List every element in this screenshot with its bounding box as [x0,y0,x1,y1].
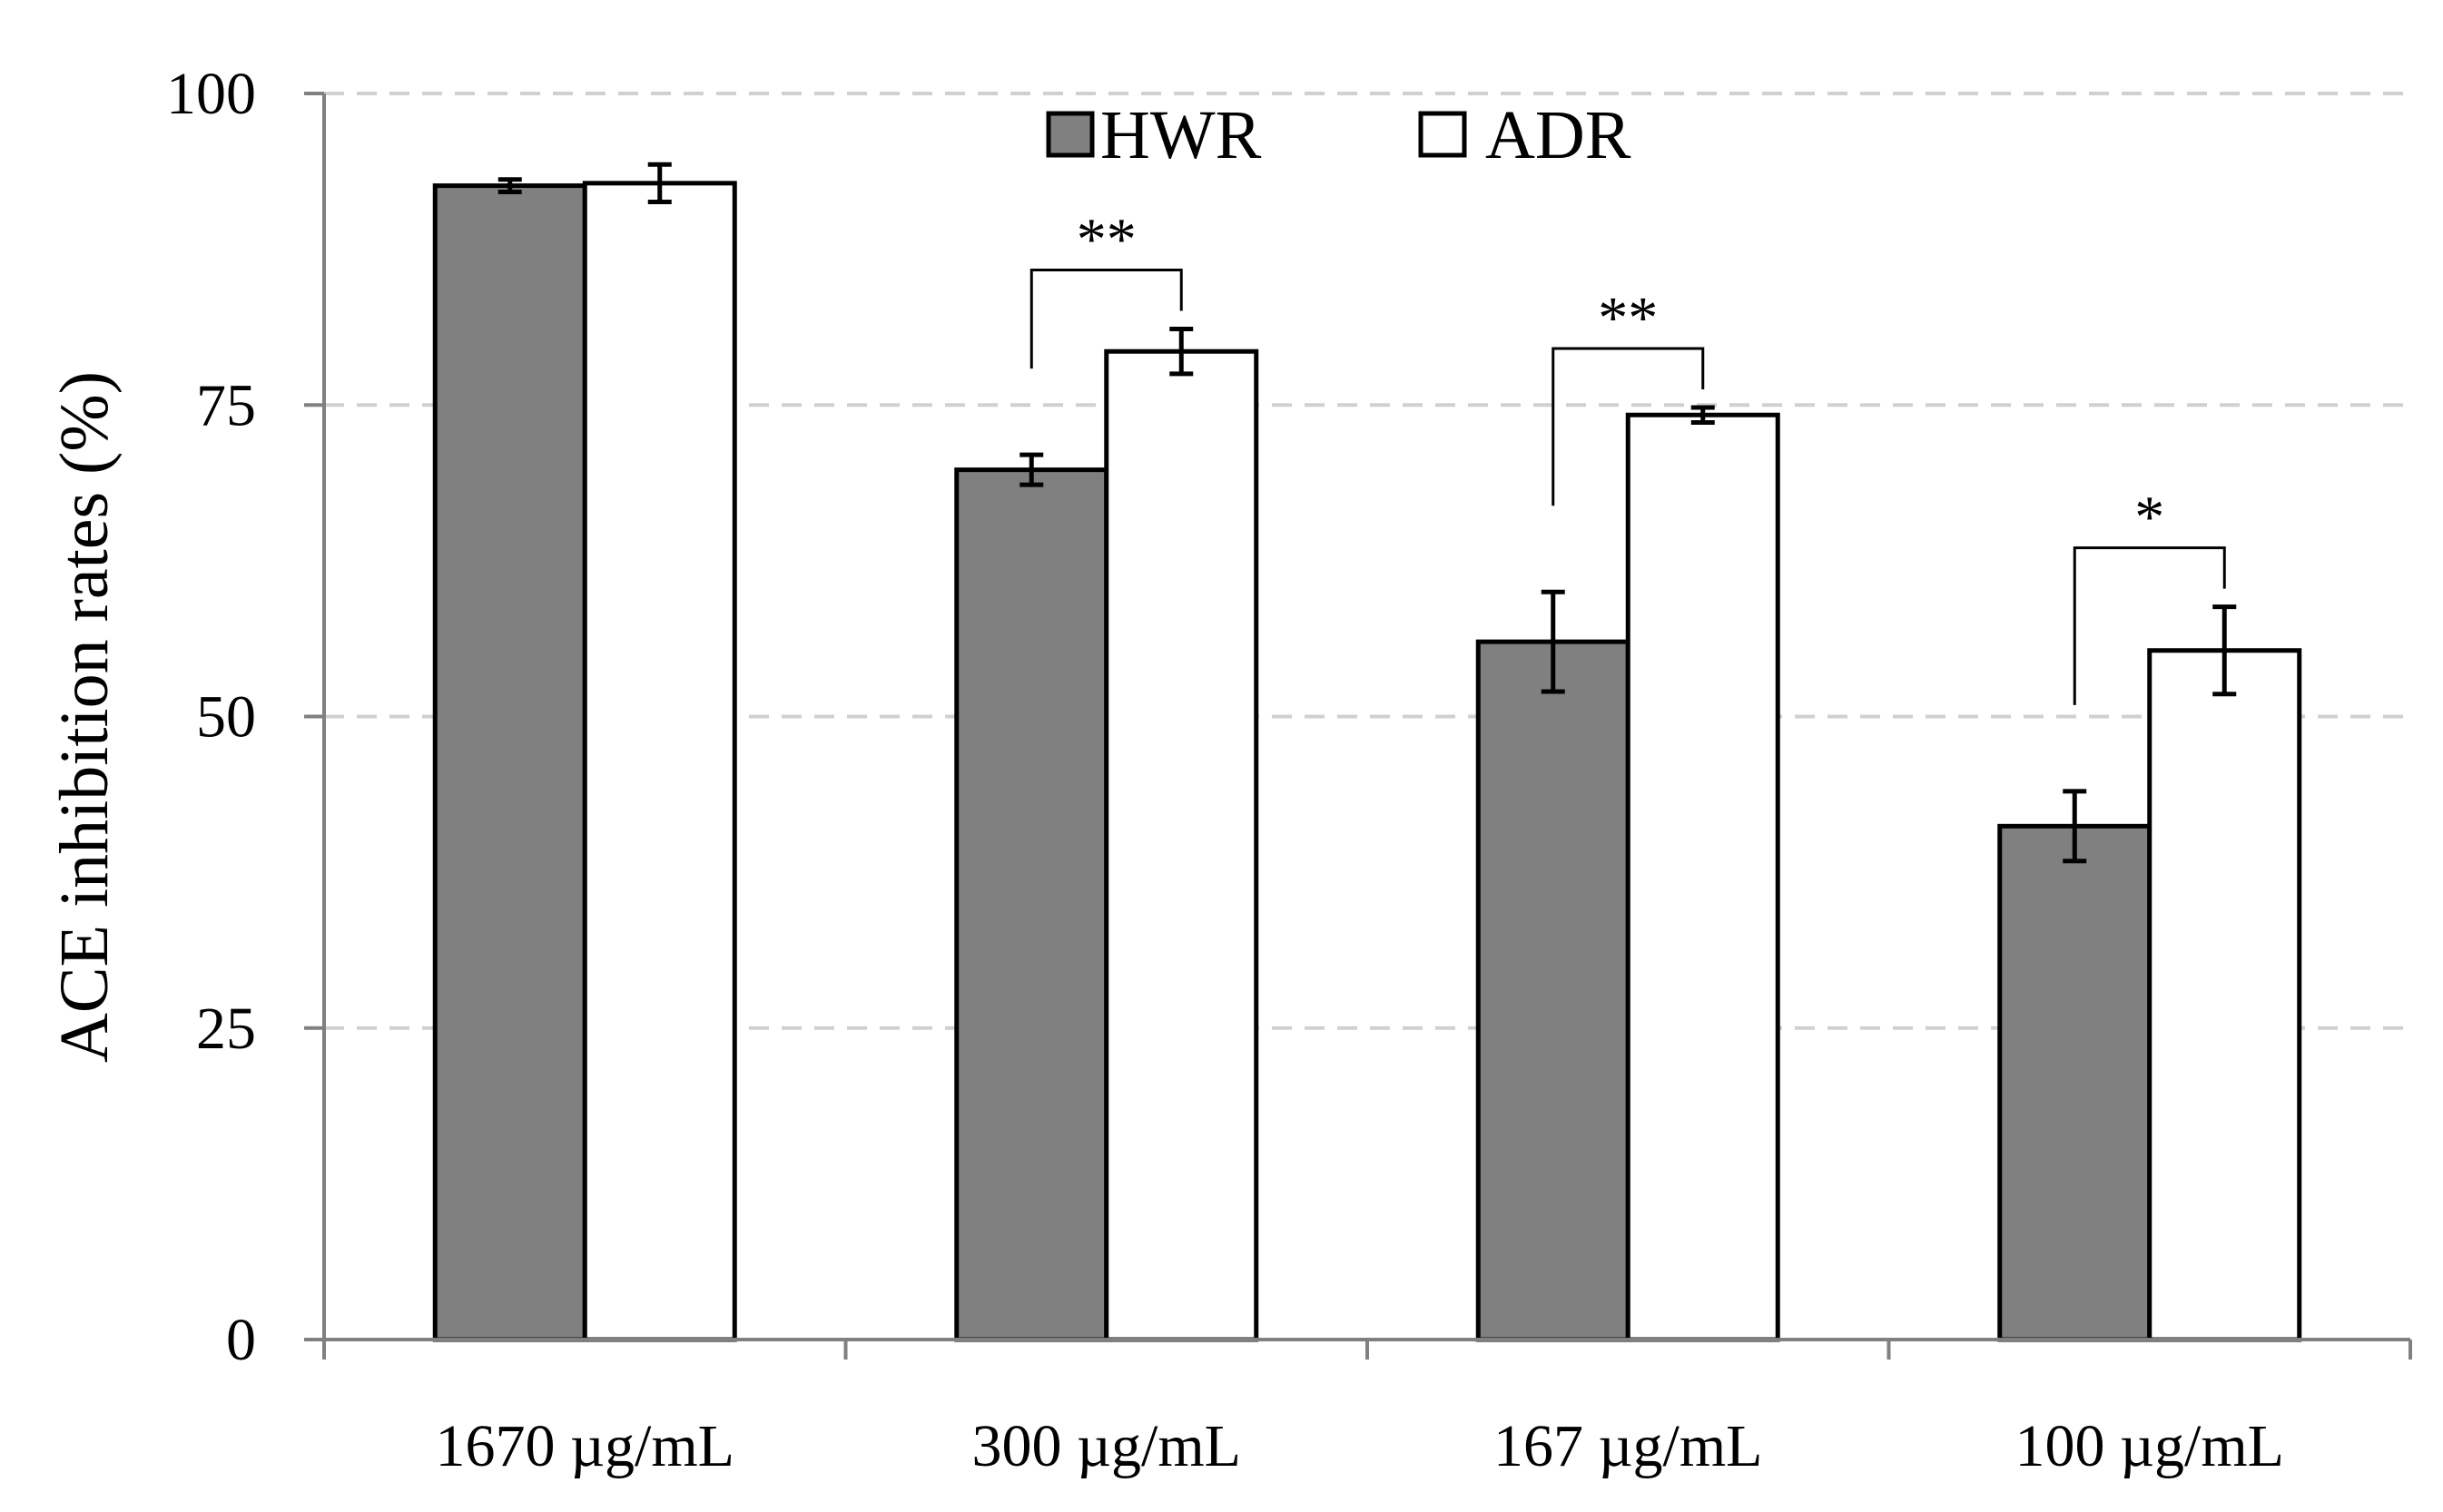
y-tick-label: 100 [166,61,256,127]
significance-brackets: ***** [1029,206,2226,705]
bar-hwr-3 [1997,823,2152,1342]
error-bar-hwr-0 [497,177,522,194]
significance-label: ** [1077,206,1137,272]
bar-adr-1 [1104,349,1259,1342]
error-bar-adr-0 [647,162,672,204]
error-bar-hwr-3 [2063,789,2087,864]
bar-hwr-1 [954,467,1109,1342]
error-bar-adr-3 [2212,604,2237,697]
significance-label: ** [1598,285,1658,351]
bar-adr-0 [582,181,737,1342]
bar-hwr-0 [432,183,587,1342]
bars [432,181,2302,1342]
x-tick-label: 1670 µg/mL [435,1413,734,1479]
significance-bracket-1: ** [1029,206,1183,369]
y-tick-label: 50 [196,684,256,751]
error-bar-adr-2 [1690,405,1715,425]
legend-label-hwr: HWR [1100,97,1262,173]
legend-swatch-adr [1418,111,1467,158]
error-bar-hwr-1 [1020,452,1044,487]
x-tick-labels: 1670 µg/mL 300 µg/mL 167 µg/mL 100 µg/mL [435,1413,2284,1479]
axes [304,92,2412,1360]
y-tick-labels: 0 25 50 75 100 [166,61,256,1373]
bar-adr-2 [1625,412,1780,1342]
y-axis-title: ACE inhibition rates (%) [46,371,123,1063]
x-tick-label: 100 µg/mL [2014,1413,2284,1479]
x-tick-label: 300 µg/mL [971,1413,1241,1479]
y-tick-label: 75 [196,372,256,438]
significance-bracket-2: ** [1552,285,1705,506]
legend-label-adr: ADR [1485,97,1631,173]
y-tick-label: 25 [196,996,256,1062]
legend-swatch-hwr [1046,111,1095,158]
y-tick-label: 0 [226,1307,256,1373]
significance-bracket-3: * [2073,485,2226,705]
error-bar-adr-1 [1169,326,1194,377]
legend: HWR ADR [1046,97,1631,173]
bar-hwr-2 [1475,639,1630,1342]
error-bar-hwr-2 [1541,589,1565,694]
significance-label: * [2134,485,2164,551]
x-tick-label: 167 µg/mL [1493,1413,1763,1479]
error-bars [497,162,2237,864]
bar-adr-3 [2147,648,2302,1342]
